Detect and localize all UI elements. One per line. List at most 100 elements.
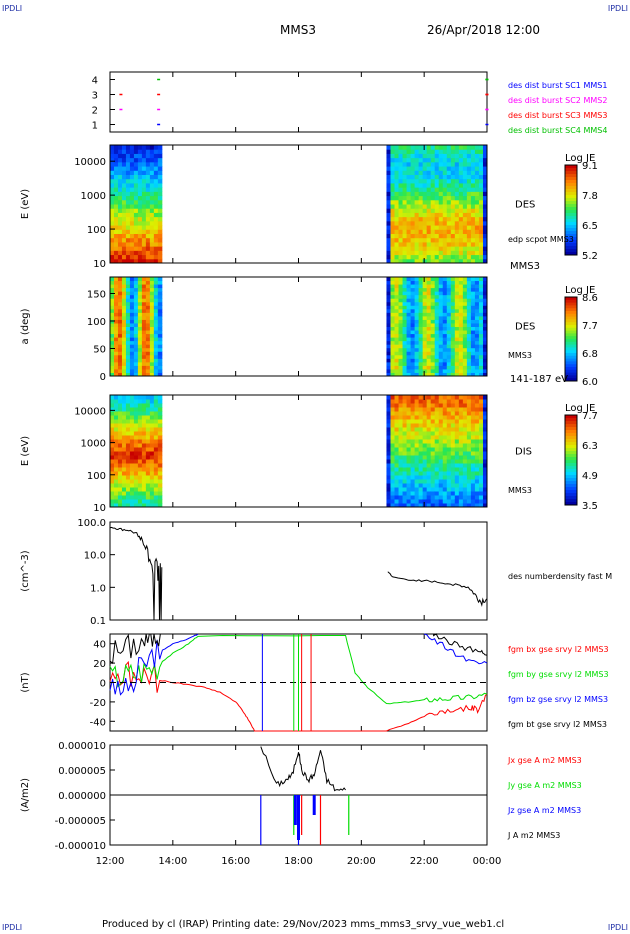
dis_energy-cell <box>418 427 424 432</box>
dis_energy-cell <box>410 399 416 404</box>
density-ytick-label: 100.0 <box>77 518 106 529</box>
dis_energy-cell <box>117 435 123 440</box>
des_pitch-cell <box>414 315 420 320</box>
des_energy-cell <box>110 250 115 256</box>
des_pitch-cell <box>137 308 143 313</box>
des_pitch-cell <box>133 294 139 299</box>
des_energy-cell <box>398 229 404 234</box>
dis_energy-cell <box>141 495 147 500</box>
des_pitch-cell <box>426 315 432 320</box>
des_pitch-cell <box>121 347 127 352</box>
des_pitch-cell <box>418 287 424 292</box>
des_pitch-cell <box>141 333 147 338</box>
des_energy-cell <box>129 149 135 154</box>
dis_energy-cell <box>121 415 127 420</box>
des_pitch-cell <box>141 305 147 310</box>
des_pitch-cell <box>454 284 460 289</box>
des_energy-cell <box>478 178 484 184</box>
des_pitch-cell <box>470 308 476 313</box>
dis_energy-cell <box>462 483 468 488</box>
des_energy-cell <box>386 258 391 264</box>
dis_energy-cell <box>125 451 131 456</box>
dis_energy-cell <box>133 463 139 468</box>
des_pitch-cell <box>121 277 127 282</box>
des_pitch-cell <box>422 340 428 345</box>
dis_energy-cell <box>406 415 412 420</box>
des_energy-cell <box>442 149 448 154</box>
des_energy-cell <box>117 191 123 197</box>
dis_energy-cell <box>129 427 135 432</box>
des_pitch-cell <box>394 344 400 349</box>
dis_energy-cell <box>141 483 147 488</box>
des_pitch-cell <box>438 294 444 299</box>
des_energy-cell <box>430 233 436 239</box>
des_energy-cell <box>394 191 400 197</box>
des_pitch-cell <box>125 315 131 320</box>
dis_energy-cell <box>418 483 424 488</box>
des_pitch-cell <box>121 322 127 327</box>
des_pitch-cell <box>474 326 480 331</box>
des_pitch-cell <box>394 365 400 370</box>
dis_energy-cell <box>446 443 452 448</box>
des_pitch-cell <box>442 365 448 370</box>
dis_energy-cell <box>418 447 424 452</box>
des_energy-cell <box>434 212 440 218</box>
des_energy-cell <box>450 246 456 251</box>
des_pitch-cell <box>410 280 416 285</box>
dis_energy-cell <box>129 459 135 464</box>
des_energy-cell <box>402 220 408 226</box>
des_pitch-cell <box>478 365 484 370</box>
des_energy-cell <box>450 161 456 167</box>
dis_energy-cell <box>153 399 159 404</box>
dis_energy-cell <box>129 475 135 480</box>
des_energy-cell <box>125 166 131 171</box>
dis_energy-cell <box>410 463 416 468</box>
dis_energy-cell <box>394 455 400 460</box>
des_pitch-cell <box>446 287 452 292</box>
des_energy-cell <box>386 191 391 197</box>
dis_energy-cell <box>117 471 123 476</box>
des_pitch-cell <box>117 337 123 342</box>
des_energy-cell <box>386 216 391 222</box>
des_energy-cell <box>141 153 147 159</box>
des_pitch-cell <box>454 347 460 352</box>
des_energy-cell <box>422 246 428 251</box>
des_energy-cell <box>418 204 424 209</box>
des_pitch-cell <box>414 354 420 359</box>
des_pitch-cell <box>129 368 135 373</box>
dis_energy-cell <box>386 403 391 408</box>
dis_energy-cell <box>141 479 147 484</box>
des_energy-cell <box>117 157 123 163</box>
des_pitch-cell <box>125 351 131 356</box>
des_pitch-cell <box>454 280 460 285</box>
des_energy-cell <box>418 182 424 188</box>
des_energy-cell <box>470 153 476 159</box>
des_pitch-cell <box>113 280 119 285</box>
dis_energy-cell <box>414 499 420 504</box>
des_pitch-ylabel: a (deg) <box>20 308 31 344</box>
des_pitch-cell <box>157 372 163 377</box>
des_energy-cell <box>478 212 484 218</box>
des_energy-cell <box>390 229 396 234</box>
des_pitch-cell <box>442 347 448 352</box>
dis_energy-cell <box>137 407 143 412</box>
des_energy-cell <box>125 174 131 180</box>
dis_energy-cell <box>133 451 139 456</box>
des_energy-cell <box>470 237 476 243</box>
des_pitch-cell <box>149 312 155 317</box>
des_energy-cell <box>426 212 432 218</box>
des_pitch-cell <box>458 294 464 299</box>
des_pitch-cell <box>110 368 115 373</box>
des_pitch-cell <box>466 365 472 370</box>
des_pitch-cell <box>406 301 412 306</box>
des_pitch-cell <box>121 337 127 342</box>
des_pitch-cell <box>390 344 396 349</box>
dis_energy-cell <box>133 491 139 496</box>
des_energy-cell <box>145 216 151 222</box>
des_pitch-colorbar-cell <box>565 369 577 374</box>
des_pitch-cell <box>129 280 135 285</box>
dis_energy-cell <box>462 447 468 452</box>
des_pitch-cell <box>478 337 484 342</box>
des_energy-cell <box>410 191 416 197</box>
dis_energy-cell <box>133 395 139 400</box>
